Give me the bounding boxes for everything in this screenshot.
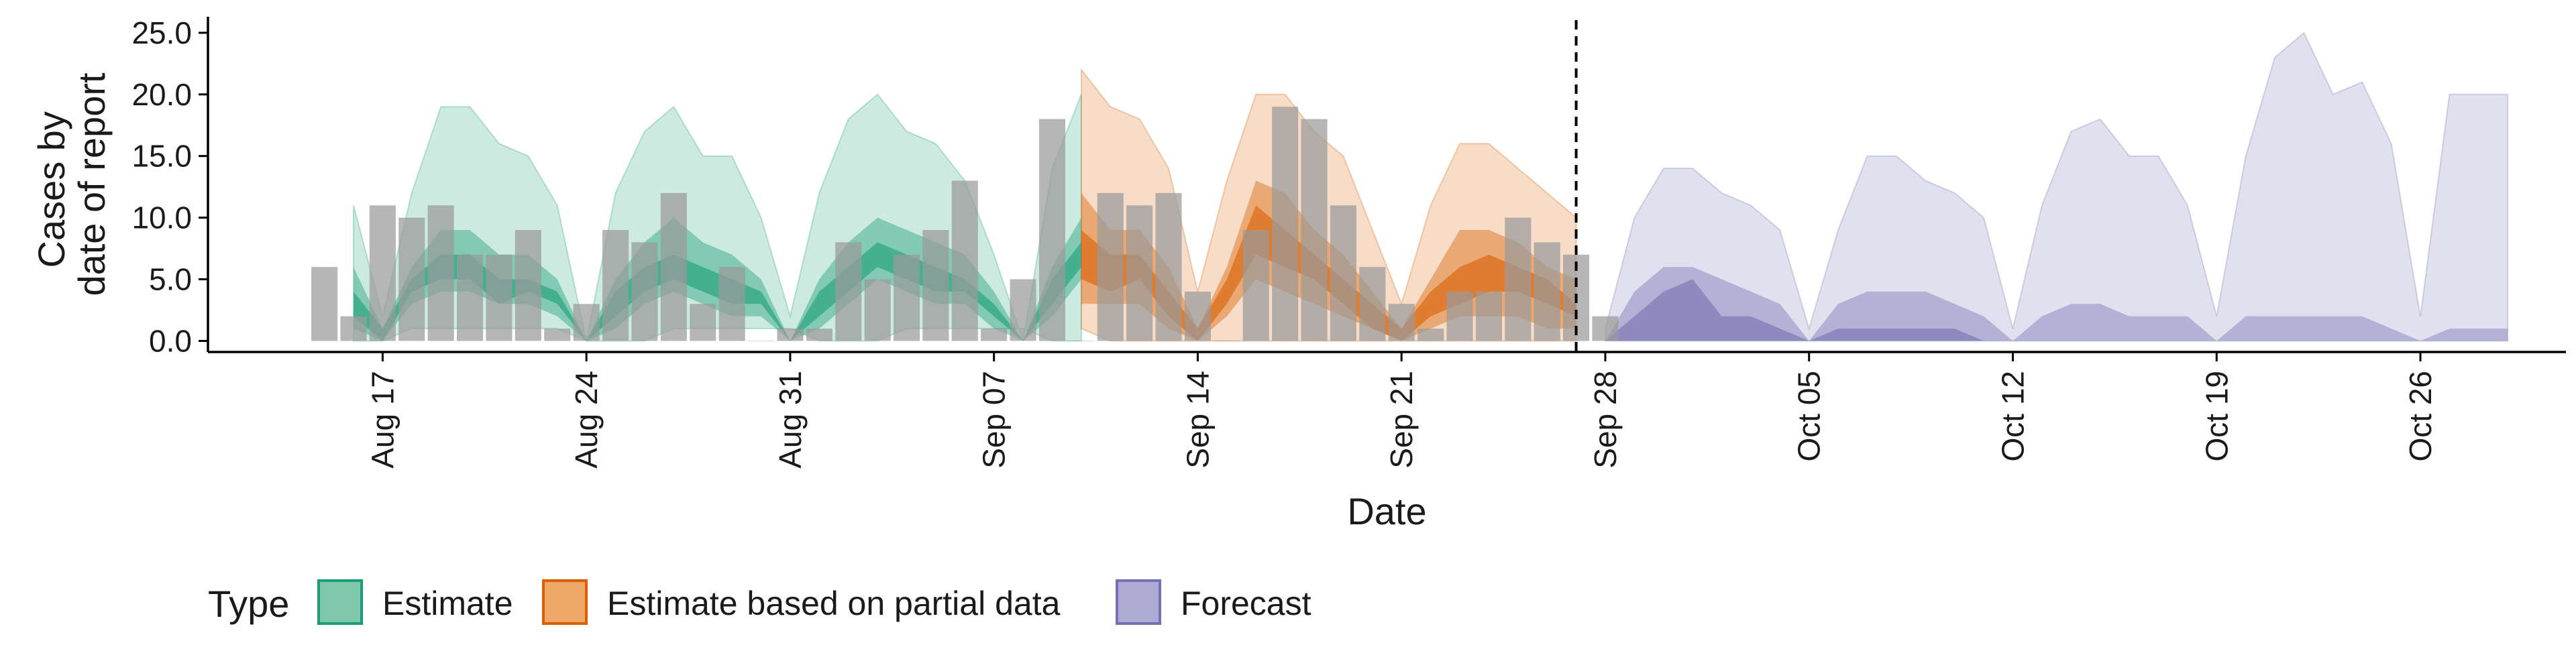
observed-bar [340, 316, 367, 341]
observed-bar [660, 192, 687, 341]
ribbon-forecast-mid [1605, 267, 2508, 341]
observed-bar [1010, 279, 1036, 341]
observed-bar [1214, 341, 1240, 342]
x-tick-label: Sep 14 [1180, 371, 1215, 469]
observed-bar [544, 329, 571, 341]
y-tick-label: 25.0 [131, 15, 192, 50]
ribbon-estimate-based-on-partial-data-inner [1081, 205, 1576, 341]
observed-bar [748, 341, 774, 342]
observed-bar [1505, 217, 1532, 341]
observed-bar [1446, 291, 1473, 341]
bar-layer [311, 107, 1619, 342]
observed-bar [777, 329, 804, 341]
observed-bar [1068, 341, 1094, 342]
legend-swatch [1116, 579, 1161, 625]
observed-bar [1155, 192, 1182, 341]
x-tick-label: Oct 26 [2403, 371, 2438, 462]
x-tick-label: Oct 12 [1996, 371, 2031, 462]
observed-bar [573, 304, 600, 341]
observed-bar [1388, 304, 1415, 341]
observed-bar [1330, 205, 1356, 341]
y-tick-label: 0.0 [149, 323, 192, 358]
observed-bar [1534, 242, 1560, 341]
x-tick-label: Aug 17 [365, 371, 400, 469]
observed-bar [894, 254, 920, 341]
observed-bar [427, 205, 454, 341]
observed-bar [951, 180, 978, 341]
observed-bar [1126, 205, 1153, 341]
y-axis-title-line-2: date of report [70, 72, 113, 296]
y-axis-title: Cases by date of report [30, 72, 113, 296]
observed-bar [1184, 291, 1211, 341]
observed-bar [1038, 119, 1065, 341]
observed-bar [1417, 329, 1444, 341]
observed-bar [981, 329, 1008, 341]
observed-bar [1097, 192, 1124, 341]
observed-bar [1272, 107, 1299, 341]
x-axis-title: Date [1347, 490, 1426, 532]
observed-bar [1592, 316, 1619, 341]
y-tick-label: 20.0 [131, 77, 192, 112]
legend-title: Type [208, 583, 289, 625]
legend-swatch [542, 579, 588, 625]
observed-bar [1301, 119, 1328, 341]
legend: Type Estimate Estimate based on partial d… [208, 579, 1311, 625]
observed-bar [457, 254, 484, 341]
x-tick-label: Sep 21 [1384, 371, 1419, 469]
observed-bar [806, 329, 833, 341]
observed-bar [369, 205, 396, 341]
observed-bar [922, 230, 949, 341]
observed-bar [486, 254, 513, 341]
legend-swatch [317, 579, 363, 625]
observed-bar [835, 242, 862, 341]
observed-bar [1359, 267, 1386, 341]
ribbon-forecast-inner [1605, 279, 2508, 341]
y-tick-label: 15.0 [131, 139, 192, 174]
x-tick-label: Aug 31 [773, 371, 808, 469]
axes-layer: 0.0 5.0 10.0 15.0 20.0 25.0 Aug 17 Aug 24 Aug 31… [131, 15, 2566, 469]
observed-bar [690, 304, 716, 341]
observed-bar [718, 267, 745, 341]
observed-bar [311, 267, 338, 341]
x-tick-label: Sep 28 [1588, 371, 1623, 469]
observed-bar [1475, 291, 1502, 341]
legend-label: Estimate based on partial data [607, 585, 1061, 622]
observed-bar [398, 217, 425, 341]
observed-bar [515, 230, 541, 341]
observed-bar [631, 242, 658, 341]
x-tick-label: Oct 05 [1792, 371, 1827, 462]
x-tick-label: Oct 19 [2199, 371, 2234, 462]
y-tick-label: 5.0 [149, 262, 192, 297]
observed-bar [864, 279, 891, 341]
x-tick-label: Sep 07 [977, 371, 1012, 469]
x-tick-label: Aug 24 [569, 371, 604, 469]
observed-bar [1242, 230, 1269, 341]
y-axis-title-line-1: Cases by [30, 111, 72, 268]
observed-bar [602, 230, 629, 341]
legend-label: Forecast [1181, 585, 1311, 622]
y-tick-label: 10.0 [131, 200, 192, 235]
legend-label: Estimate [382, 585, 513, 622]
